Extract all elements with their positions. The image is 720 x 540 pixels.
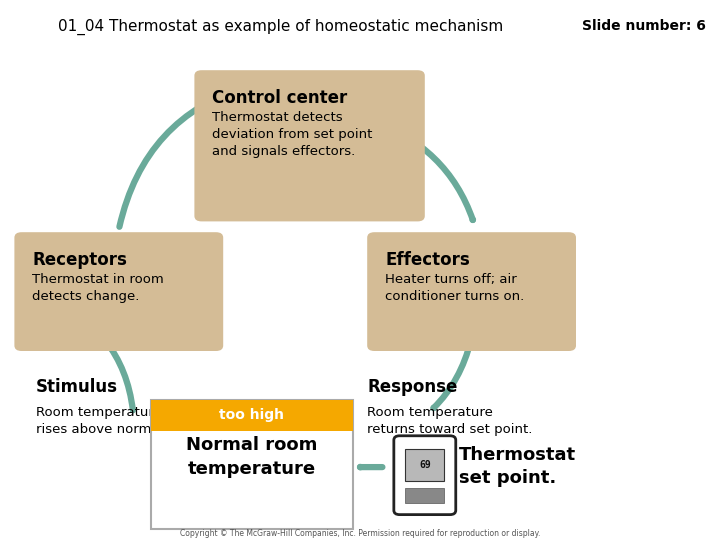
Text: Thermostat
set point.: Thermostat set point. bbox=[459, 446, 577, 487]
Text: Thermostat detects
deviation from set point
and signals effectors.: Thermostat detects deviation from set po… bbox=[212, 111, 373, 158]
Text: Heater turns off; air
conditioner turns on.: Heater turns off; air conditioner turns … bbox=[385, 273, 524, 303]
Text: Normal room
temperature: Normal room temperature bbox=[186, 436, 318, 478]
Text: Effectors: Effectors bbox=[385, 251, 470, 269]
FancyBboxPatch shape bbox=[14, 232, 223, 351]
FancyBboxPatch shape bbox=[151, 400, 353, 529]
Text: 69: 69 bbox=[419, 460, 431, 470]
FancyBboxPatch shape bbox=[405, 488, 444, 503]
FancyBboxPatch shape bbox=[405, 449, 444, 481]
FancyBboxPatch shape bbox=[367, 232, 576, 351]
Text: Slide number: 6: Slide number: 6 bbox=[582, 19, 706, 33]
Text: Control center: Control center bbox=[212, 89, 348, 107]
Text: too high: too high bbox=[220, 408, 284, 422]
Text: Copyright © The McGraw-Hill Companies, Inc. Permission required for reproduction: Copyright © The McGraw-Hill Companies, I… bbox=[180, 529, 540, 538]
FancyBboxPatch shape bbox=[151, 400, 353, 431]
Text: Room temperature
returns toward set point.: Room temperature returns toward set poin… bbox=[367, 406, 533, 436]
FancyBboxPatch shape bbox=[194, 70, 425, 221]
Text: Response: Response bbox=[367, 378, 458, 396]
Text: Thermostat in room
detects change.: Thermostat in room detects change. bbox=[32, 273, 164, 303]
FancyBboxPatch shape bbox=[394, 436, 456, 515]
Text: Receptors: Receptors bbox=[32, 251, 127, 269]
Text: Room temperature
rises above normal.: Room temperature rises above normal. bbox=[36, 406, 167, 436]
Text: Stimulus: Stimulus bbox=[36, 378, 118, 396]
Text: 01_04 Thermostat as example of homeostatic mechanism: 01_04 Thermostat as example of homeostat… bbox=[58, 19, 503, 35]
